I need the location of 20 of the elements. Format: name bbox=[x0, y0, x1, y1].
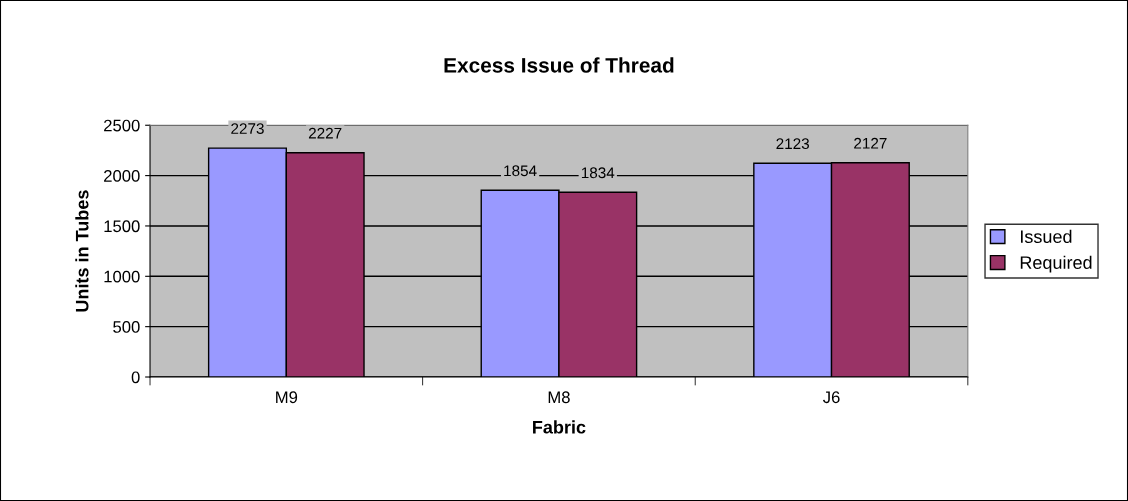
data-label: 2273 bbox=[231, 123, 264, 134]
x-axis-title: Fabric bbox=[533, 420, 586, 434]
data-label: 1834 bbox=[581, 167, 615, 179]
legend-label: Issued bbox=[1021, 229, 1072, 244]
y-axis-title: Units in Tubes bbox=[75, 190, 89, 312]
data-label: 2123 bbox=[776, 138, 809, 150]
y-tick-label: 1000 bbox=[104, 270, 140, 283]
y-tick-label: 0 bbox=[131, 371, 140, 384]
y-tick-label: 500 bbox=[113, 321, 140, 333]
y-tick-label: 2000 bbox=[104, 170, 140, 182]
x-tick-label: M8 bbox=[548, 391, 570, 404]
data-label: 2127 bbox=[854, 137, 887, 149]
x-tick-label: J6 bbox=[822, 391, 840, 404]
x-tick-label: M9 bbox=[276, 391, 298, 404]
chart-title: Excess Issue of Thread bbox=[444, 57, 674, 73]
data-label: 1854 bbox=[504, 165, 537, 177]
data-label: 2227 bbox=[308, 127, 342, 139]
y-tick-label: 2500 bbox=[104, 119, 140, 132]
legend-label: Required bbox=[1020, 255, 1092, 273]
y-tick-label: 1500 bbox=[104, 220, 140, 233]
